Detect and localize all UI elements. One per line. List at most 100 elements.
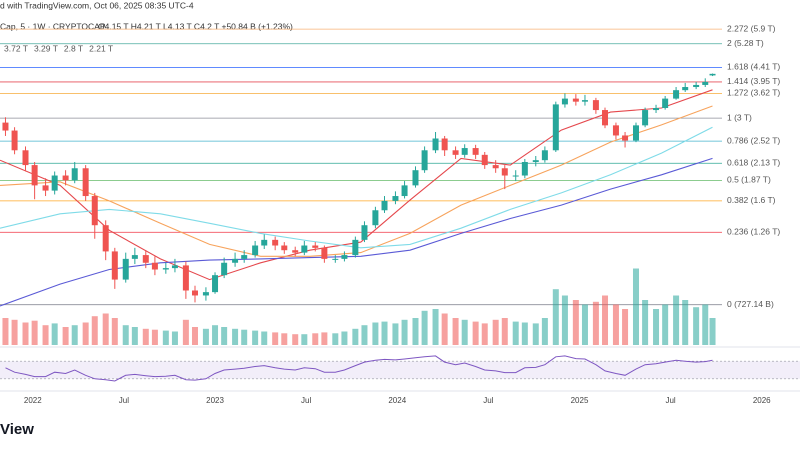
candle-body [612,125,619,136]
volume-bar [162,330,169,345]
volume-bar [541,318,548,345]
candle-body [461,148,468,155]
candle-body [191,290,198,296]
candle-body [572,98,579,102]
volume-bar [521,322,528,345]
volume-bar [401,319,408,345]
volume-bar [581,304,588,345]
volume-bar [673,295,680,345]
volume-bar [702,304,709,345]
fib-label: 1 (3 T) [727,112,752,122]
candle-body [702,81,709,85]
published-note: d with TradingView.com, Oct 06, 2025 08:… [0,0,194,10]
candle-body [632,125,639,141]
volume-bar [412,318,419,345]
moving-average [0,126,713,249]
volume-bar [321,332,328,345]
x-tick-label: 2026 [753,396,771,405]
candle-body [11,130,18,151]
volume-bar [642,300,649,345]
volume-bar [221,327,228,345]
fib-label: 2.272 (5.9 T) [727,23,776,33]
fib-label: 1.414 (3.95 T) [727,76,780,86]
candle-body [151,262,158,270]
volume-bar [301,334,308,345]
candle-body [91,196,98,226]
volume-bar [171,331,178,345]
candle-body [592,100,599,111]
x-tick-label: 2024 [388,396,406,405]
volume-bar [561,295,568,345]
volume-bar [151,329,158,345]
candle-body [693,84,700,88]
candle-body [232,258,239,263]
volume-bar [341,331,348,345]
candle-body [171,265,178,269]
volume-bar [352,328,359,345]
volume-bar [232,328,239,345]
volume-bar [292,334,299,345]
candle-body [111,251,118,280]
candle-body [62,175,69,181]
candle-body [552,104,559,151]
volume-bar [11,319,18,345]
candle-body [31,165,38,186]
fib-label: 0.618 (2.13 T) [727,157,780,167]
fib-label: 1.272 (3.62 T) [727,88,780,98]
candle-body [272,239,279,246]
volume-bar [441,313,448,345]
volume-bar [602,295,609,345]
volume-bar [512,321,519,345]
volume-bar [653,309,660,345]
x-tick-label: Jul [119,396,129,405]
volume-bar [212,325,219,345]
ma-legend-value: 3.72 T [4,43,28,53]
symbol: Cap, 5 · 1W · CRYPTOCAP [0,21,106,31]
candle-body [401,185,408,197]
volume-bar [682,300,689,345]
x-tick-label: Jul [483,396,493,405]
volume-bar [552,289,559,345]
candle-body [212,275,219,293]
volume-bar [131,327,138,345]
volume-bar [252,330,259,345]
candle-body [142,255,149,263]
candle-body [281,245,288,251]
volume-bar [622,309,629,345]
fib-label: 0.786 (2.52 T) [727,135,780,145]
volume-bar [501,318,508,345]
candle-body [441,138,448,151]
candle-body [51,175,58,191]
moving-average [0,89,713,281]
volume-bar [592,301,599,345]
candle-body [642,110,649,126]
candle-body [421,150,428,171]
candle-body [653,108,660,111]
ma-legend-value: 2.8 T [64,43,83,53]
candle-body [532,160,539,162]
ma-legend-value: 2.21 T [89,43,113,53]
fib-label: 2 (5.28 T) [727,38,764,48]
candle-body [372,210,379,226]
volume-bar [182,319,189,345]
volume-bar [361,325,368,345]
volume-bar [662,304,669,345]
x-tick-label: Jul [665,396,675,405]
volume-bar [693,307,700,345]
candle-body [321,247,328,259]
volume-bar [312,333,319,345]
volume-bar [2,318,9,345]
volume-bar [372,322,379,345]
fib-label: 0.236 (1.26 T) [727,227,780,237]
candle-body [673,90,680,99]
volume-bar [191,327,198,345]
volume-bar [272,332,279,345]
candle-body [221,262,228,276]
volume-bar [532,323,539,345]
candle-body [392,196,399,201]
candle-body [252,245,259,256]
x-tick-label: 2023 [206,396,224,405]
candle-body [162,268,169,270]
volume-bar [461,319,468,345]
volume-bar [91,316,98,345]
